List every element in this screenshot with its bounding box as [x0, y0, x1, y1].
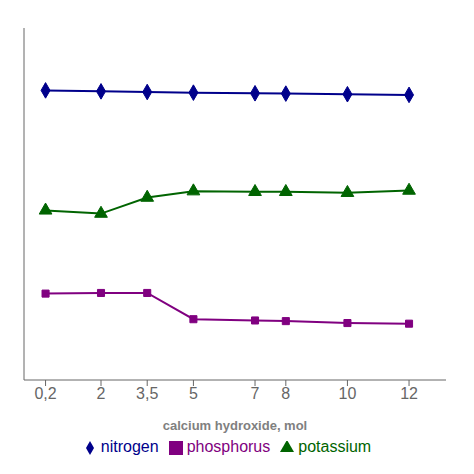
html-text:potassium: potassium [298, 438, 372, 455]
svg-text:10: 10 [339, 385, 357, 402]
svg-text:2: 2 [97, 385, 106, 402]
html-text:nitrogen: nitrogen [100, 438, 159, 455]
svg-text:0,2: 0,2 [34, 385, 56, 402]
svg-text:8: 8 [281, 385, 290, 402]
svg-text:5: 5 [189, 385, 198, 402]
svg-text:7: 7 [251, 385, 260, 402]
html-text:phosphorus: phosphorus [186, 438, 271, 455]
svg-text:12: 12 [400, 385, 418, 402]
svg-text:calcium hydroxide, mol: calcium hydroxide, mol [163, 418, 308, 433]
svg-text:3,5: 3,5 [136, 385, 158, 402]
